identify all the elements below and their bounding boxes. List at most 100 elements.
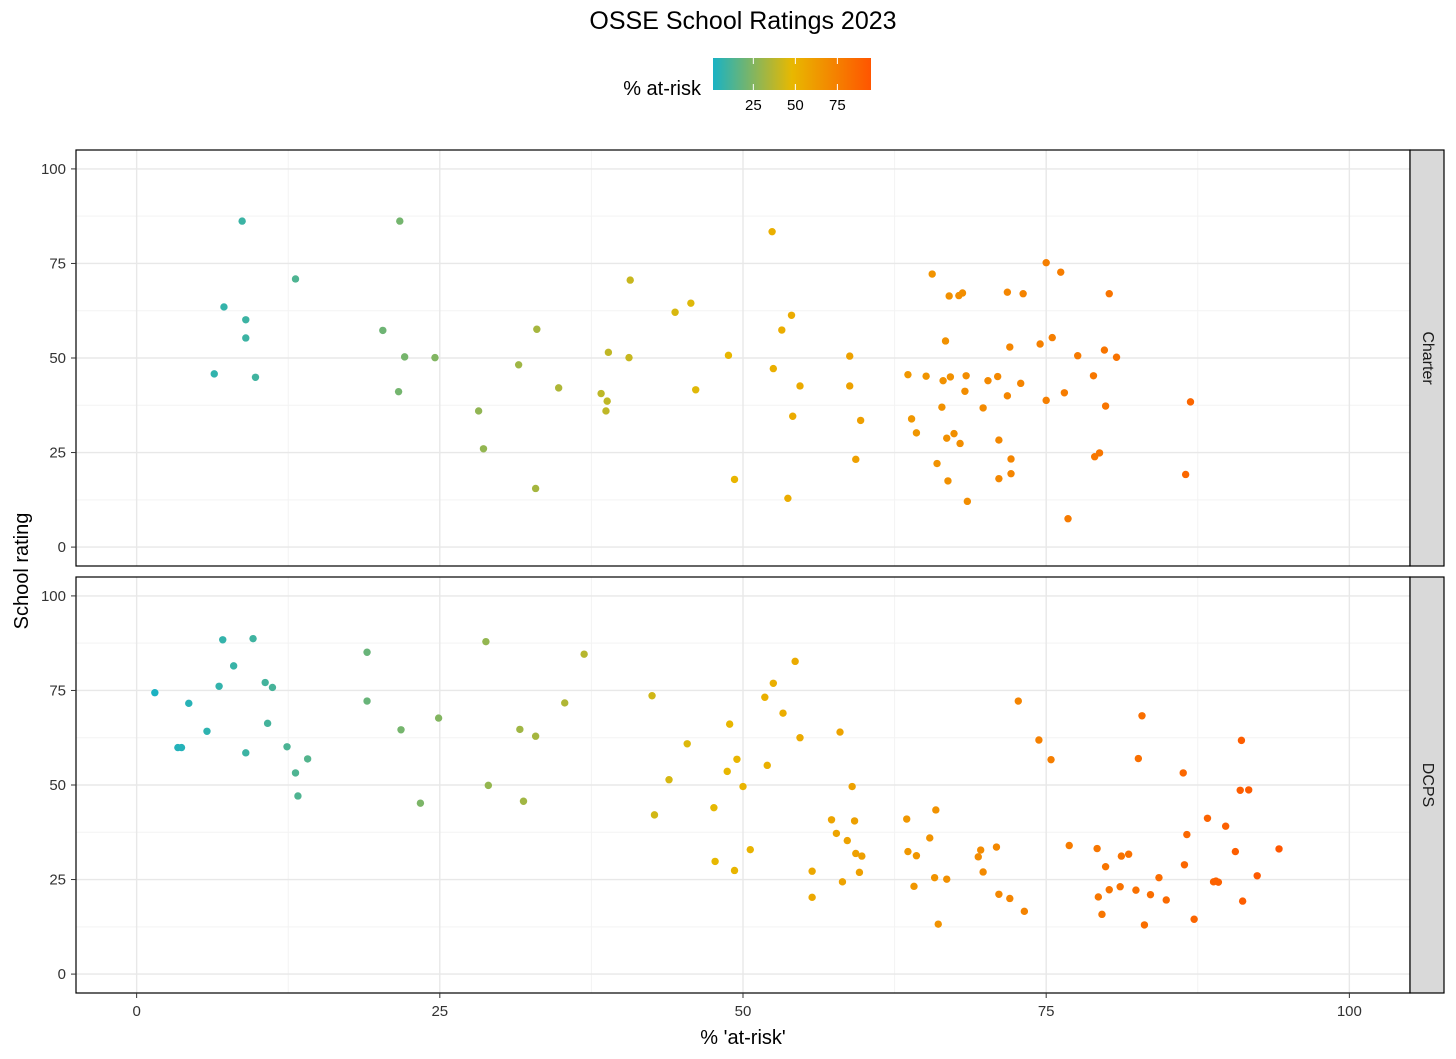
data-point bbox=[963, 497, 972, 506]
data-point bbox=[238, 217, 246, 225]
data-point bbox=[1105, 886, 1113, 894]
data-point bbox=[1057, 268, 1065, 276]
data-point bbox=[291, 275, 300, 283]
data-point bbox=[768, 227, 776, 236]
facet-strip-label: DCPS bbox=[1419, 763, 1436, 807]
data-point bbox=[848, 782, 856, 791]
data-point bbox=[1074, 352, 1082, 360]
data-point bbox=[930, 873, 939, 882]
data-point bbox=[779, 709, 787, 717]
data-point bbox=[943, 434, 951, 442]
data-point bbox=[1094, 893, 1103, 901]
data-point bbox=[434, 714, 443, 722]
data-point bbox=[1179, 769, 1187, 777]
color-legend: % at-risk 25 50 75 bbox=[623, 58, 871, 114]
facet-strip-background bbox=[1409, 149, 1445, 567]
data-point bbox=[1162, 896, 1170, 904]
data-point bbox=[1117, 852, 1126, 860]
data-point bbox=[856, 416, 865, 425]
color-legend-tick-label: 25 bbox=[745, 97, 762, 114]
data-point bbox=[912, 429, 921, 437]
data-point bbox=[1065, 841, 1073, 850]
data-point bbox=[1060, 389, 1069, 397]
data-point bbox=[838, 878, 847, 886]
data-point bbox=[1155, 873, 1163, 882]
data-point bbox=[855, 868, 864, 877]
data-point bbox=[1007, 455, 1015, 463]
data-point bbox=[941, 337, 950, 345]
data-point bbox=[394, 387, 403, 396]
y-axis-title: School rating bbox=[11, 513, 33, 630]
data-point bbox=[1231, 847, 1240, 856]
data-point bbox=[1019, 290, 1027, 298]
data-point bbox=[1036, 340, 1044, 348]
data-point bbox=[850, 817, 859, 825]
data-point bbox=[580, 650, 588, 658]
x-axis: 0 25 50 75 100 bbox=[132, 993, 1362, 1020]
x-tick-label: 50 bbox=[735, 1003, 752, 1020]
data-point bbox=[769, 679, 778, 687]
data-point bbox=[261, 678, 269, 687]
data-point bbox=[1221, 822, 1230, 830]
data-point bbox=[291, 769, 300, 777]
data-point bbox=[979, 868, 987, 876]
data-point bbox=[283, 743, 291, 751]
data-point bbox=[1190, 915, 1198, 923]
data-point bbox=[1098, 910, 1106, 919]
data-point bbox=[514, 361, 523, 369]
data-point bbox=[203, 727, 211, 735]
data-point bbox=[1089, 372, 1098, 380]
data-point bbox=[730, 866, 739, 875]
data-point bbox=[1132, 886, 1140, 894]
data-point bbox=[396, 217, 404, 225]
data-point bbox=[858, 852, 866, 860]
data-point bbox=[1140, 921, 1149, 929]
data-point bbox=[294, 792, 302, 800]
data-point bbox=[958, 289, 967, 297]
data-point bbox=[976, 846, 985, 854]
data-point bbox=[836, 728, 844, 736]
data-point bbox=[251, 373, 260, 381]
data-point bbox=[933, 459, 941, 468]
data-point bbox=[249, 634, 257, 643]
data-point bbox=[516, 725, 524, 734]
y-tick-label: 0 bbox=[58, 539, 66, 556]
data-point bbox=[843, 836, 851, 845]
data-point bbox=[928, 270, 936, 278]
data-point bbox=[1095, 449, 1104, 457]
data-point bbox=[220, 303, 228, 311]
data-point bbox=[1042, 258, 1050, 267]
data-point bbox=[1186, 398, 1195, 406]
data-point bbox=[763, 761, 771, 770]
data-point bbox=[474, 407, 483, 415]
y-tick-label: 75 bbox=[49, 682, 66, 699]
data-point bbox=[1105, 290, 1113, 298]
data-point bbox=[1275, 845, 1283, 853]
data-point bbox=[904, 370, 912, 379]
data-point bbox=[846, 382, 854, 390]
facet-panel-charter: 0 25 50 75 100 Charter bbox=[41, 149, 1445, 567]
data-point bbox=[210, 370, 218, 378]
facet-panel-dcps: 0 25 50 75 100 DCPS 0 25 50 75 100 bbox=[41, 576, 1445, 1020]
data-point bbox=[808, 867, 816, 875]
data-point bbox=[1214, 878, 1223, 886]
data-point bbox=[1007, 470, 1015, 478]
data-point bbox=[946, 373, 955, 381]
x-tick-label: 75 bbox=[1038, 1003, 1055, 1020]
data-point bbox=[151, 689, 159, 697]
data-point bbox=[995, 436, 1003, 444]
data-point bbox=[827, 816, 836, 824]
data-point bbox=[725, 720, 734, 728]
data-point bbox=[769, 364, 778, 373]
data-point bbox=[1183, 830, 1191, 839]
data-point bbox=[926, 834, 934, 842]
data-point bbox=[1003, 288, 1012, 296]
data-point bbox=[479, 445, 488, 453]
data-point bbox=[665, 776, 673, 784]
data-point bbox=[531, 732, 540, 740]
data-point bbox=[992, 843, 1001, 851]
data-point bbox=[791, 657, 799, 666]
data-point bbox=[950, 429, 958, 438]
data-point bbox=[1253, 872, 1261, 880]
data-point bbox=[1003, 392, 1012, 400]
